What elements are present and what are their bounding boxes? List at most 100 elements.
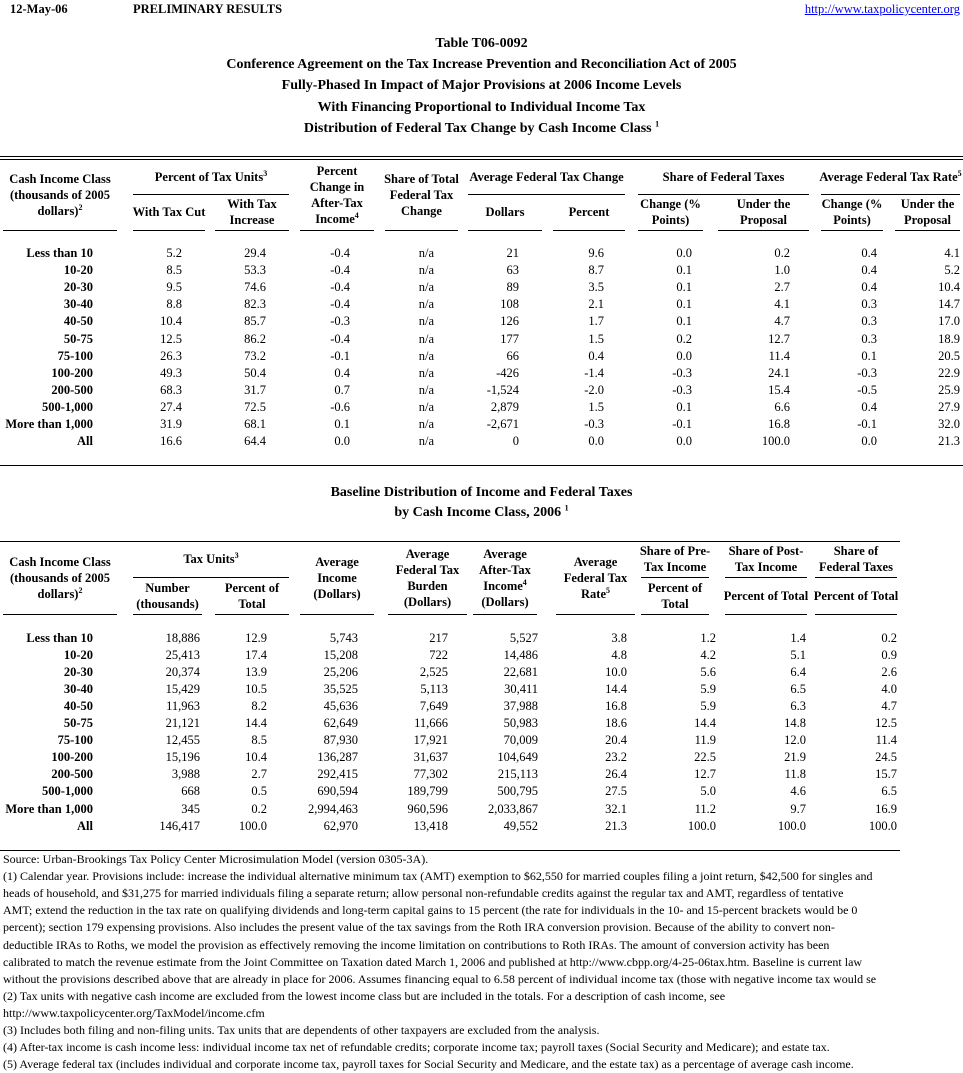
cell: 960,596 xyxy=(407,801,448,816)
cell: 22,681 xyxy=(503,665,538,680)
header-label: Average Income (Dollars) xyxy=(313,554,361,601)
cell: 1.0 xyxy=(774,263,790,278)
row-label: Less than 10 xyxy=(26,246,93,260)
title-line: Table T06-0092 xyxy=(0,35,963,52)
cell: 37,988 xyxy=(503,699,538,714)
cell: 14.4 xyxy=(245,716,267,731)
cell: 53.3 xyxy=(244,263,266,278)
row-label: 30-40 xyxy=(63,297,93,312)
header-text: Average Income (Dollars) xyxy=(297,554,377,602)
header-label: Average Federal Tax Rate xyxy=(819,169,958,184)
header-text: Share of Federal Taxes xyxy=(663,169,785,185)
header-label: Change (% Points) xyxy=(640,197,701,227)
row-label: 100-200 xyxy=(51,750,93,765)
rule xyxy=(0,159,963,160)
cell: 15,196 xyxy=(165,750,200,765)
header-text: Dollars xyxy=(486,204,525,220)
cell: 0.1 xyxy=(676,263,692,278)
footnote: (3) Includes both filing and non-filing … xyxy=(3,1023,600,1037)
header-label: Cash Income Class (thousands of 2005 dol… xyxy=(9,171,111,218)
cell: 9.7 xyxy=(790,801,806,816)
footnote: percent); section 179 expensing provisio… xyxy=(3,920,835,935)
header-text: Share of Pre-Tax Income xyxy=(638,543,712,575)
cell: 189,799 xyxy=(407,784,448,799)
cell: 62,970 xyxy=(323,818,358,833)
header-label: With Tax Increase xyxy=(227,197,277,227)
header-label: Share of Federal Taxes xyxy=(819,544,893,574)
cell: 21 xyxy=(506,246,520,260)
cell: 72.5 xyxy=(244,399,266,414)
cell: 31.7 xyxy=(244,382,266,397)
column-header: Cash Income Class (thousands of 2005 dol… xyxy=(0,541,120,614)
header-label: Share of Federal Taxes xyxy=(662,169,785,184)
cell: n/a xyxy=(418,382,434,397)
header-label: Percent of Total xyxy=(647,580,703,611)
cell: 10.5 xyxy=(245,682,267,697)
footnote: (1) Calendar year. Provisions include: i… xyxy=(3,869,873,884)
header-text: Share of Post-Tax Income xyxy=(722,543,810,575)
rule xyxy=(821,194,960,195)
row-label: All xyxy=(77,818,93,833)
header-label: Average After-Tax Income xyxy=(479,546,531,593)
cell: 0.1 xyxy=(861,348,877,363)
cell: 27.5 xyxy=(605,784,627,799)
header-text: Percent Change in After-Tax Income4 xyxy=(297,163,377,227)
header-text: Share of Total Federal Tax Change xyxy=(382,171,461,219)
cell: 345 xyxy=(181,801,200,816)
cell: 49,552 xyxy=(503,818,538,833)
rule xyxy=(133,614,202,615)
cell: n/a xyxy=(418,348,434,363)
cell: 217 xyxy=(429,631,448,645)
cell: -0.3 xyxy=(330,314,350,329)
cell: n/a xyxy=(418,280,434,295)
cell: 12.7 xyxy=(768,331,790,346)
footnote: Source: Urban-Brookings Tax Policy Cente… xyxy=(3,852,429,866)
header-text: Average Federal Tax Change xyxy=(469,169,623,185)
cell: 16.6 xyxy=(160,434,182,449)
cell: 100.0 xyxy=(868,818,897,833)
header-text: Average After-Tax Income4 (Dollars) xyxy=(470,546,540,610)
cell: n/a xyxy=(418,263,434,278)
row-label: 20-30 xyxy=(63,665,93,680)
rule xyxy=(300,614,374,615)
cell: 104,649 xyxy=(497,750,538,765)
cell: 2.6 xyxy=(881,665,897,680)
cell: 18.6 xyxy=(605,716,627,731)
row-label: Less than 10 xyxy=(26,631,93,645)
column-header: Percent xyxy=(550,194,628,230)
header-label: Number (thousands) xyxy=(136,580,199,611)
column-header: Percent of Tax Units3 xyxy=(130,159,292,194)
cell: 4.1 xyxy=(774,297,790,312)
cell: 4.8 xyxy=(611,648,627,663)
cell: 177 xyxy=(500,331,519,346)
cell: 0.2 xyxy=(251,801,267,816)
rule xyxy=(133,230,205,231)
header-text: Average Federal Tax Burden (Dollars) xyxy=(385,546,470,610)
cell: 1.4 xyxy=(790,631,806,645)
row-label: 200-500 xyxy=(51,382,93,397)
column-header: Change (% Points) xyxy=(635,194,706,230)
row-label: 500-1,000 xyxy=(41,399,93,414)
cell: -0.4 xyxy=(330,331,350,346)
cell: 0.1 xyxy=(676,280,692,295)
cell: 20.4 xyxy=(605,733,627,748)
cell: 8.5 xyxy=(251,733,267,748)
header-label: Share of Pre-Tax Income xyxy=(639,544,711,574)
rule xyxy=(473,614,537,615)
header-text: Share of Federal Taxes xyxy=(812,543,900,575)
cell: 22.9 xyxy=(938,365,960,380)
header-text: Percent of Total xyxy=(724,588,808,604)
cell: 0.3 xyxy=(861,331,877,346)
cell: 100.0 xyxy=(777,818,806,833)
row-label: 500-1,000 xyxy=(41,784,93,799)
cell: -2.0 xyxy=(584,382,604,397)
cell: -0.3 xyxy=(857,365,877,380)
cell: 12.5 xyxy=(160,331,182,346)
cell: 2,994,463 xyxy=(308,801,358,816)
url-link[interactable]: http://www.taxpolicycenter.org xyxy=(804,2,960,16)
cell: 3.8 xyxy=(611,631,627,645)
footnote: without the provisions described above t… xyxy=(3,971,877,986)
cell: 74.6 xyxy=(244,280,266,295)
rule xyxy=(388,614,467,615)
cell: 14.7 xyxy=(938,297,960,312)
